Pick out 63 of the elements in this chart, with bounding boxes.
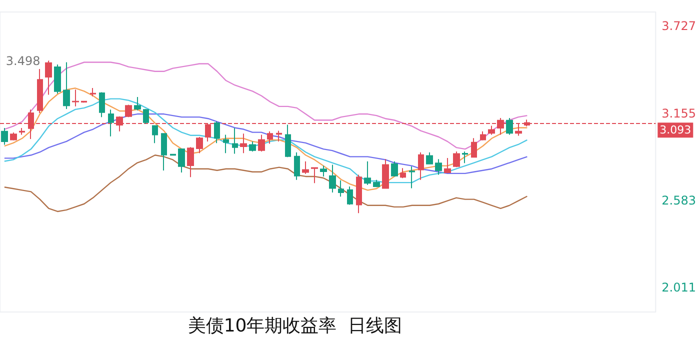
candlestick (285, 124, 291, 158)
candlestick (506, 117, 513, 136)
candlestick (161, 133, 167, 172)
candlestick (444, 158, 451, 174)
line-series (4, 98, 528, 184)
candlestick (364, 160, 371, 186)
y-tick-label: 3.727 (662, 19, 696, 34)
candlestick (223, 134, 229, 154)
candlestick (214, 120, 220, 144)
ref-line-label: 3.093 (660, 124, 692, 137)
y-tick-label: 3.155 (662, 106, 696, 120)
candlestick (178, 148, 185, 174)
candlestick (125, 104, 132, 118)
candlestick (267, 130, 273, 144)
candlestick (108, 109, 114, 137)
candlestick (418, 152, 424, 180)
candlestick (240, 133, 247, 154)
annotation: 3.498 (6, 54, 40, 68)
candlestick (196, 136, 203, 154)
candlestick (10, 132, 17, 141)
candlestick (187, 146, 194, 178)
candlestick (453, 150, 460, 168)
y-tick-label: 2.583 (662, 193, 696, 208)
candlestick (143, 108, 149, 124)
candlestick (249, 140, 256, 152)
candlestick (232, 128, 238, 154)
text: 美债10年期收益率 日线图 (188, 316, 402, 336)
candlestick (471, 138, 477, 158)
candlestick (72, 89, 79, 107)
y-tick-label: 2.011 (662, 280, 696, 294)
candlestick (19, 128, 25, 136)
candlestick (338, 180, 344, 198)
candlestick (134, 96, 141, 111)
candlestick (320, 165, 327, 177)
candlestick (258, 134, 265, 152)
candlestick (81, 100, 87, 104)
candlestick (462, 150, 468, 164)
candlestick (329, 164, 336, 193)
candlestick (54, 64, 61, 94)
line-series (4, 113, 528, 174)
candlestick (488, 125, 495, 136)
candlestick (409, 166, 415, 189)
candlestick (391, 160, 398, 177)
candlestick (294, 152, 300, 180)
candlestick (400, 168, 406, 179)
line-series (4, 154, 528, 212)
candlestick (1, 128, 8, 146)
candlestick (99, 92, 105, 118)
candlestick (347, 186, 353, 206)
candlestick (90, 87, 96, 97)
candlestick (382, 158, 389, 189)
candlestick (311, 166, 318, 184)
candlestick (435, 158, 442, 176)
line-series (4, 88, 528, 191)
candlestick (480, 130, 486, 141)
candlestick (302, 160, 309, 174)
candlestick (356, 174, 362, 214)
candlestick (276, 130, 282, 142)
candlestick (373, 179, 380, 188)
candlestick (426, 152, 433, 164)
candlestick (152, 125, 158, 144)
candlestick (37, 68, 43, 114)
candlestick (63, 62, 70, 110)
